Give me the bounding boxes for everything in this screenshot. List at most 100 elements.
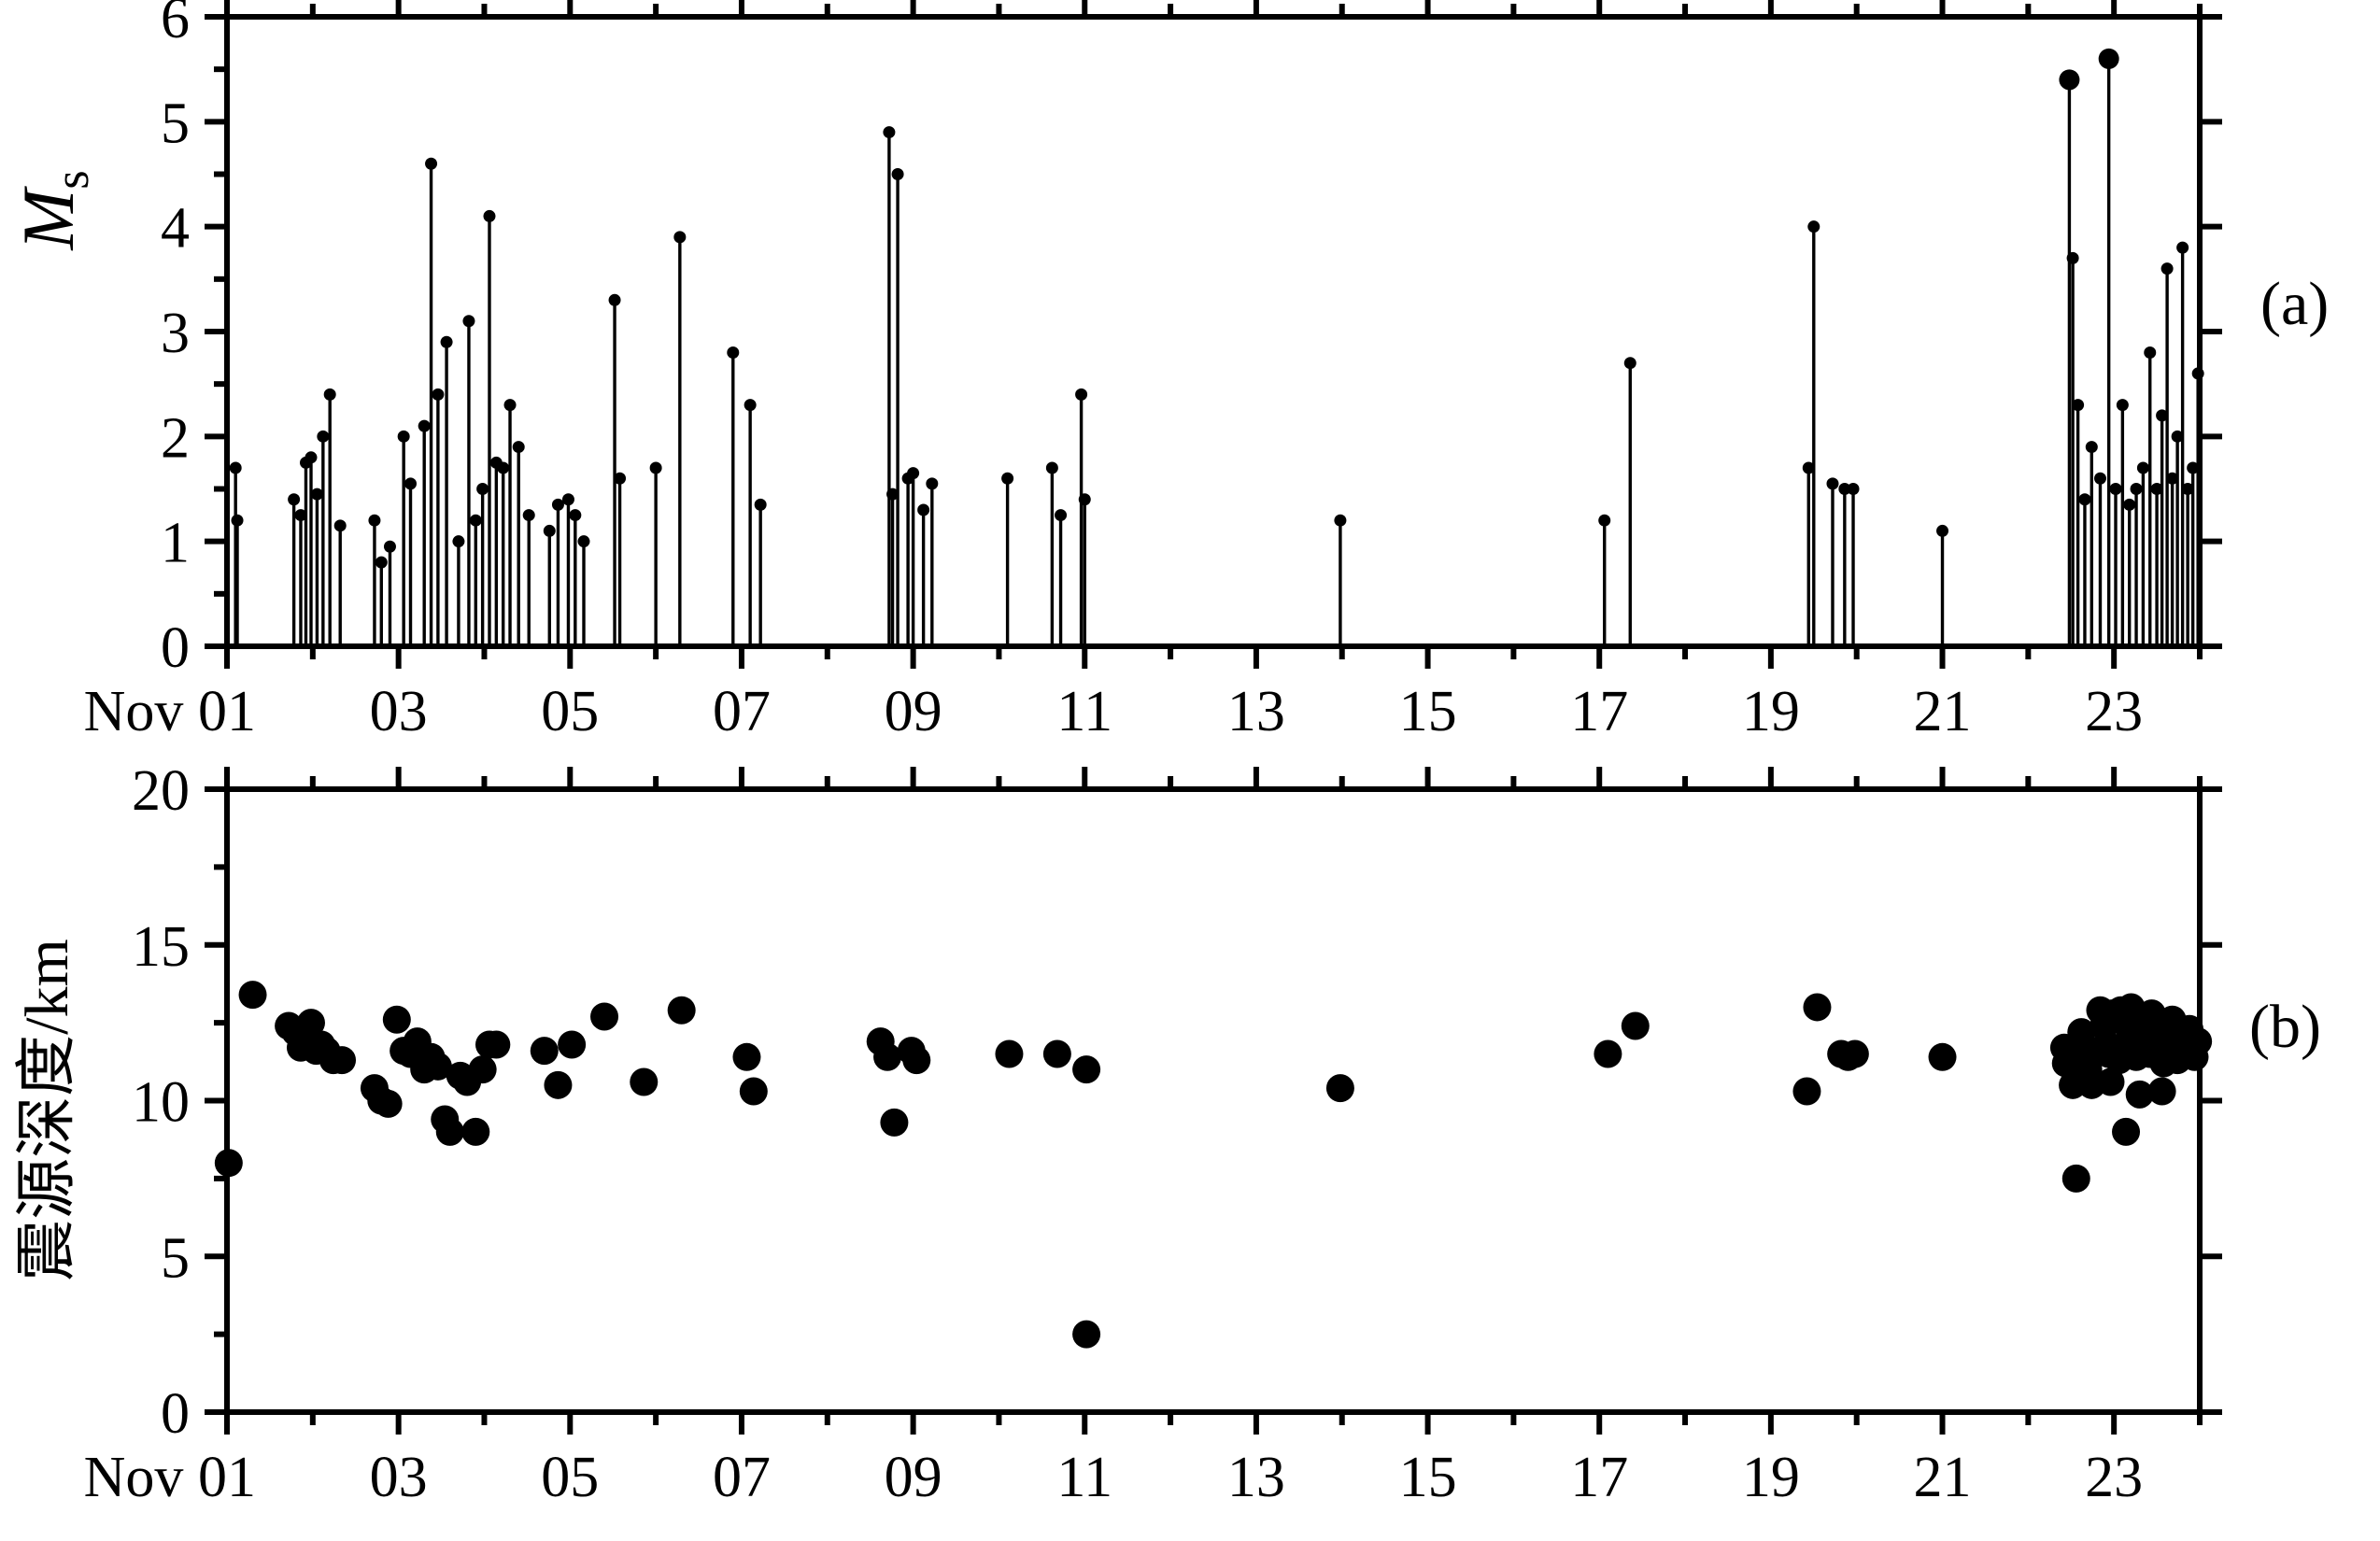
- magnitude-stem-marker: [368, 514, 381, 527]
- magnitude-stem-marker: [2116, 399, 2129, 412]
- magnitude-stem-marker: [1078, 493, 1091, 506]
- depth-point: [1803, 993, 1832, 1022]
- depth-point: [558, 1030, 587, 1059]
- magnitude-stem-marker: [1936, 524, 1949, 537]
- panel-a-xtick-label: 03: [370, 680, 428, 743]
- magnitude-stem-marker: [2144, 346, 2157, 359]
- magnitude-stem-marker: [673, 231, 687, 244]
- depth-point: [2061, 1164, 2090, 1193]
- magnitude-stem-marker: [917, 503, 930, 516]
- magnitude-stem-marker: [891, 168, 904, 180]
- magnitude-stem-marker: [1045, 461, 1058, 474]
- magnitude-stem-marker: [310, 488, 323, 501]
- depth-point: [296, 1009, 325, 1038]
- magnitude-stem-marker: [1847, 483, 1860, 495]
- depth-point: [902, 1046, 931, 1075]
- depth-point: [1594, 1039, 1622, 1068]
- magnitude-stem-marker: [2191, 367, 2204, 380]
- magnitude-stem-marker: [2160, 262, 2174, 276]
- depth-point: [1621, 1011, 1650, 1040]
- panel-b-xtick-label: 23: [2085, 1446, 2143, 1509]
- magnitude-stem-marker: [1334, 514, 1347, 527]
- magnitude-stem-marker: [2093, 472, 2106, 485]
- magnitude-stem-marker: [2072, 399, 2085, 412]
- depth-point: [238, 981, 267, 1010]
- panel-b-ytick-label: 15: [132, 915, 190, 979]
- depth-point: [423, 1052, 452, 1081]
- panel-b-xtick-label: 07: [713, 1446, 771, 1509]
- magnitude-stem-marker: [2123, 498, 2136, 511]
- magnitude-stem-marker: [561, 493, 574, 506]
- magnitude-stem-marker: [440, 335, 453, 348]
- depth-point: [1840, 1039, 1869, 1068]
- panel-b-scatter-series: [214, 981, 2213, 1349]
- depth-point: [482, 1030, 511, 1059]
- panel-a-xtick-label: 05: [541, 680, 599, 743]
- magnitude-stem-marker: [333, 519, 347, 532]
- depth-point: [468, 1055, 497, 1084]
- panel-a-xaxis-prefix: Nov: [84, 680, 184, 743]
- depth-point: [2147, 1077, 2176, 1106]
- depth-point: [328, 1046, 357, 1075]
- magnitude-stem-marker: [375, 556, 388, 569]
- depth-point: [1042, 1039, 1071, 1068]
- magnitude-stem-marker: [397, 430, 410, 443]
- magnitude-stem-marker: [483, 209, 496, 222]
- magnitude-stem-marker: [2085, 441, 2098, 454]
- magnitude-stem-marker: [2166, 472, 2179, 485]
- magnitude-stem-marker: [649, 461, 662, 474]
- depth-point: [461, 1117, 490, 1146]
- depth-point: [214, 1149, 243, 1178]
- magnitude-stem-marker: [305, 451, 318, 464]
- panel-a-stem-series: [229, 48, 2204, 646]
- panel-b-xtick-label: 13: [1227, 1446, 1285, 1509]
- depth-point: [2096, 1067, 2125, 1096]
- magnitude-stem-marker: [404, 477, 418, 490]
- magnitude-stem-marker: [2098, 48, 2119, 69]
- magnitude-stem-marker: [2130, 483, 2143, 495]
- depth-point: [2125, 1080, 2154, 1109]
- panel-a-xtick-label: 19: [1742, 680, 1800, 743]
- depth-point: [739, 1077, 768, 1106]
- magnitude-stem-marker: [926, 477, 939, 490]
- panel-a-tag: (a): [2260, 270, 2330, 338]
- depth-point: [1072, 1055, 1101, 1084]
- depth-point: [667, 996, 696, 1025]
- panel-a-xtick-label: 01: [198, 680, 256, 743]
- magnitude-stem-marker: [2171, 430, 2184, 443]
- depth-point: [732, 1042, 761, 1071]
- depth-point: [880, 1108, 909, 1137]
- magnitude-stem-marker: [2136, 461, 2149, 474]
- magnitude-stem-marker: [608, 293, 621, 306]
- magnitude-stem-marker: [323, 388, 336, 401]
- magnitude-stem-marker: [462, 315, 475, 328]
- panel-b-ytick-label: 0: [161, 1382, 190, 1446]
- magnitude-stem-marker: [907, 467, 920, 480]
- magnitude-stem-marker: [425, 157, 438, 170]
- panel-a-ytick-label: 1: [161, 512, 190, 575]
- magnitude-stem-marker: [432, 388, 445, 401]
- magnitude-stem-marker: [2078, 493, 2091, 506]
- magnitude-stem-marker: [614, 472, 627, 485]
- panel-a-ytick-label: 3: [161, 302, 190, 365]
- panel-a-ytick-label: 4: [161, 197, 190, 261]
- magnitude-stem-marker: [551, 498, 564, 511]
- magnitude-stem-marker: [1807, 220, 1820, 233]
- magnitude-stem-marker: [1838, 483, 1851, 495]
- panel-b-ytick-label: 20: [132, 759, 190, 823]
- magnitude-stem-marker: [512, 441, 525, 454]
- panel-a-ytick-label: 2: [161, 406, 190, 470]
- panel-b-xtick-label: 19: [1742, 1446, 1800, 1509]
- panel-a-xtick-label: 07: [713, 680, 771, 743]
- depth-point: [382, 1005, 411, 1034]
- panel-a-xtick-label: 09: [885, 680, 942, 743]
- panel-a-ytick-label: 6: [161, 0, 190, 50]
- magnitude-stem-marker: [754, 498, 767, 511]
- depth-point: [374, 1089, 403, 1118]
- magnitude-stem-marker: [2187, 461, 2200, 474]
- panel-a-frame: [224, 14, 2203, 649]
- magnitude-stem-marker: [2150, 483, 2163, 495]
- panel-a-ylabel: Ms: [7, 170, 99, 250]
